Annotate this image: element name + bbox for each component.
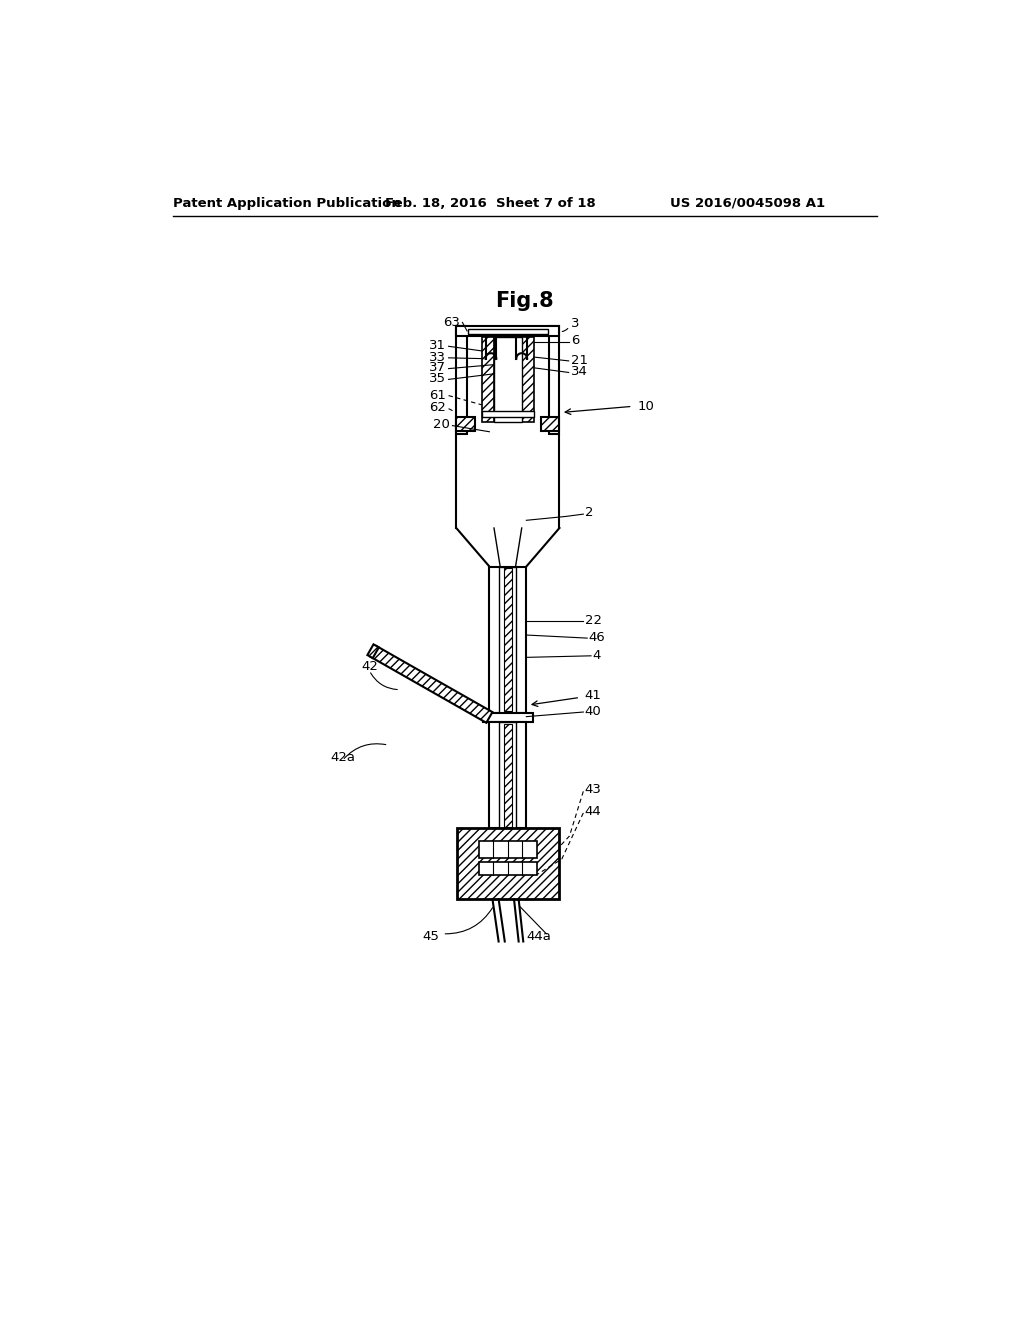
Text: 33: 33: [429, 351, 446, 363]
Text: 37: 37: [429, 362, 446, 375]
Bar: [489, 566, 526, 713]
Bar: [483, 713, 532, 722]
Text: 10: 10: [637, 400, 654, 413]
Bar: [478, 862, 538, 875]
Bar: [481, 337, 494, 422]
Bar: [521, 337, 535, 422]
Text: 3: 3: [571, 317, 580, 330]
Text: 42: 42: [361, 660, 379, 673]
Text: US 2016/0045098 A1: US 2016/0045098 A1: [670, 197, 824, 210]
Bar: [457, 829, 559, 899]
Text: Feb. 18, 2016  Sheet 7 of 18: Feb. 18, 2016 Sheet 7 of 18: [385, 197, 595, 210]
Bar: [504, 723, 512, 826]
Bar: [500, 722, 516, 829]
Bar: [494, 337, 521, 422]
Polygon shape: [368, 644, 379, 659]
Text: 44a: 44a: [526, 929, 551, 942]
Bar: [457, 417, 475, 430]
Bar: [504, 568, 512, 711]
Text: Fig.8: Fig.8: [496, 290, 554, 310]
Text: 35: 35: [429, 372, 446, 385]
Text: 41: 41: [585, 689, 602, 702]
Text: 45: 45: [423, 929, 439, 942]
Text: 31: 31: [429, 339, 446, 352]
Bar: [500, 566, 516, 713]
Text: 61: 61: [429, 389, 446, 403]
Text: 34: 34: [571, 366, 588, 379]
Text: 22: 22: [585, 614, 602, 627]
Text: 42a: 42a: [331, 751, 355, 764]
Bar: [478, 841, 538, 858]
Bar: [549, 326, 559, 434]
Text: 21: 21: [571, 354, 588, 367]
Bar: [489, 722, 526, 829]
Text: 6: 6: [571, 334, 580, 347]
Bar: [481, 411, 535, 417]
Text: 62: 62: [429, 401, 446, 414]
Bar: [457, 326, 559, 335]
Text: 40: 40: [585, 705, 602, 718]
Bar: [468, 329, 548, 334]
Text: 20: 20: [433, 418, 451, 432]
Text: 43: 43: [585, 783, 602, 796]
Text: 46: 46: [589, 631, 605, 644]
Text: 4: 4: [593, 648, 601, 661]
Text: 44: 44: [585, 805, 602, 818]
Bar: [541, 417, 559, 430]
Polygon shape: [370, 645, 493, 723]
Bar: [457, 326, 467, 434]
Text: 63: 63: [443, 315, 460, 329]
Text: Patent Application Publication: Patent Application Publication: [173, 197, 400, 210]
Text: 2: 2: [585, 506, 593, 519]
